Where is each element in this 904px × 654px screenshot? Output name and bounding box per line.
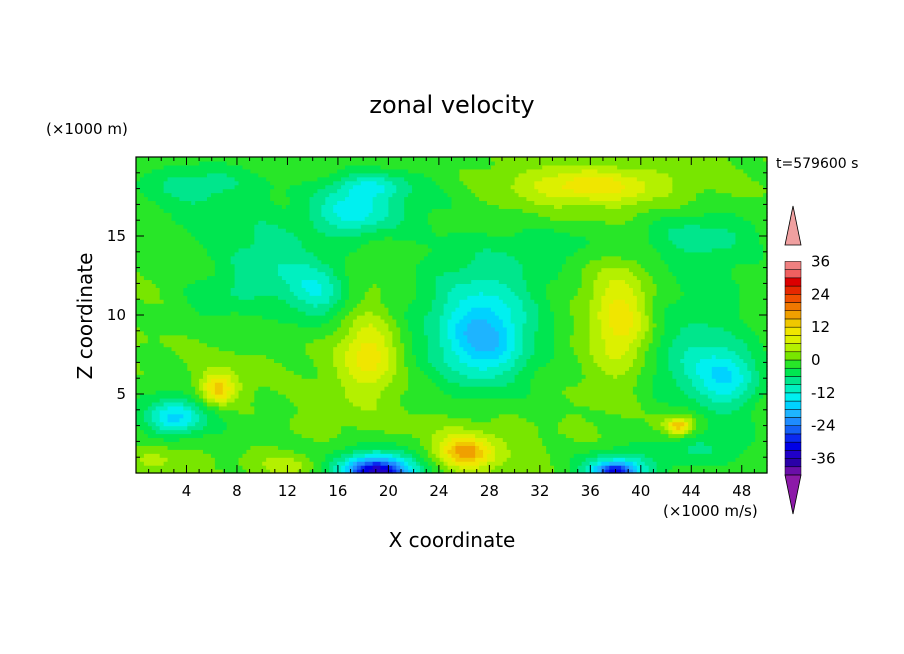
y-unit-label: (×1000 m): [46, 120, 128, 138]
colorbar: 36 24 12 0 -12 -24 -36: [784, 205, 836, 515]
colorbar-swatch: [784, 326, 802, 336]
colorbar-swatch: [784, 285, 802, 295]
colorbar-swatch: [784, 392, 802, 402]
x-tick-label: 12: [278, 482, 297, 500]
colorbar-swatch: [784, 351, 802, 361]
colorbar-tick-label: -36: [811, 450, 836, 468]
colorbar-swatch: [784, 441, 802, 451]
x-axis-ticks: 4 8 12 16 20 24 28 32 36 40 44 48: [135, 157, 768, 500]
colorbar-under-arrow: [784, 474, 802, 515]
x-tick-label: 8: [232, 482, 242, 500]
colorbar-swatch: [784, 294, 802, 303]
colorbar-tick-label: 24: [811, 285, 830, 303]
y-tick-label: 5: [116, 385, 126, 403]
colorbar-swatch: [784, 409, 802, 418]
colorbar-swatch: [784, 310, 802, 320]
contour-fill: [136, 157, 768, 474]
x-axis-label: X coordinate: [389, 528, 516, 552]
x-tick-label: 24: [429, 482, 448, 500]
y-tick-label: 15: [107, 227, 126, 245]
colorbar-swatch: [784, 376, 802, 385]
x-tick-label: 44: [682, 482, 701, 500]
x-tick-label: 16: [328, 482, 347, 500]
colorbar-tick-label: -12: [811, 384, 836, 402]
x-tick-label: 20: [379, 482, 398, 500]
x-tick-label: 48: [732, 482, 751, 500]
x-tick-label: 32: [530, 482, 549, 500]
colorbar-tick-label: 0: [811, 351, 821, 369]
colorbar-swatch: [784, 359, 802, 369]
plot-area: [135, 156, 768, 474]
y-axis-ticks: 5 10 15: [107, 156, 767, 474]
colorbar-swatch: [784, 400, 802, 410]
colorbar-swatch: [784, 417, 802, 426]
x-tick-label: 40: [631, 482, 650, 500]
colorbar-swatch: [784, 466, 802, 476]
colorbar-swatch: [784, 277, 802, 287]
colorbar-swatch: [784, 367, 802, 377]
colorbar-swatch: [784, 318, 802, 328]
colorbar-tick-label: 36: [811, 252, 830, 270]
colorbar-swatch: [784, 343, 802, 353]
y-tick-label: 10: [107, 306, 126, 324]
colorbar-swatch: [784, 458, 802, 468]
y-axis-label: Z coordinate: [73, 253, 97, 380]
time-label: t=579600 s: [776, 156, 858, 172]
colorbar-swatch: [784, 335, 802, 344]
chart-title: zonal velocity: [369, 91, 534, 119]
colorbar-swatch: [784, 269, 802, 279]
colorbar-over-arrow: [784, 205, 802, 246]
colorbar-swatch: [784, 450, 802, 459]
colorbar-swatch: [784, 302, 802, 311]
colorbar-swatch: [784, 384, 802, 394]
colorbar-tick-label: -24: [811, 417, 836, 435]
colorbar-swatch: [784, 425, 802, 435]
x-tick-label: 4: [182, 482, 192, 500]
x-tick-label: 36: [581, 482, 600, 500]
x-tick-label: 28: [480, 482, 499, 500]
colorbar-tick-label: 12: [811, 318, 830, 336]
colorbar-swatch: [784, 261, 802, 270]
colorbar-swatch: [784, 433, 802, 443]
x-unit-label: (×1000 m/s): [663, 502, 758, 520]
